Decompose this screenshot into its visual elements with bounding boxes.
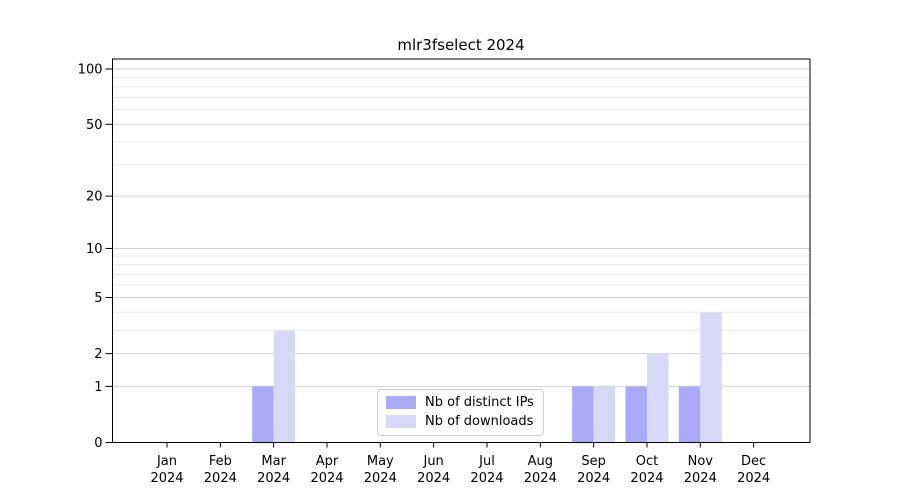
bar-distinct-ips-sep (572, 386, 594, 443)
y-tick-label-5: 5 (94, 291, 102, 306)
chart-title: mlr3fselect 2024 (397, 36, 525, 54)
legend-item-distinct-ips: Nb of distinct IPs (386, 395, 534, 410)
bars (252, 312, 722, 443)
x-tick-label-jul: Jul 2024 (470, 454, 503, 486)
x-tick-label-feb: Feb 2024 (204, 454, 237, 486)
x-tick-label-may: May 2024 (364, 454, 397, 486)
x-tick-label-oct: Oct 2024 (630, 454, 663, 486)
bar-downloads-nov (700, 312, 722, 443)
bar-distinct-ips-mar (252, 386, 274, 443)
axes-frame (112, 58, 811, 443)
y-tick-label-2: 2 (94, 347, 102, 362)
bar-distinct-ips-nov (678, 386, 701, 443)
x-tick-label-dec: Dec 2024 (737, 454, 770, 486)
legend-label-downloads: Nb of downloads (425, 414, 534, 429)
legend-item-downloads: Nb of downloads (386, 414, 534, 429)
legend-label-distinct-ips: Nb of distinct IPs (425, 395, 534, 410)
y-minor-gridlines (112, 76, 810, 331)
legend: Nb of distinct IPs Nb of downloads (377, 389, 544, 436)
y-tick-label-50: 50 (86, 118, 103, 133)
bar-downloads-sep (593, 386, 616, 443)
y-tick-label-0: 0 (94, 436, 102, 451)
x-tick-label-sep: Sep 2024 (577, 454, 610, 486)
y-tick-label-100: 100 (78, 63, 103, 78)
bar-downloads-mar (273, 330, 296, 443)
bar-downloads-oct (646, 353, 669, 443)
x-tick-label-nov: Nov 2024 (684, 454, 717, 486)
x-tick-label-jun: Jun 2024 (417, 454, 450, 486)
x-tick-label-aug: Aug 2024 (524, 454, 557, 486)
x-tick-label-mar: Mar 2024 (257, 454, 290, 486)
y-tick-label-1: 1 (94, 380, 102, 395)
y-tick-label-10: 10 (86, 242, 103, 257)
bar-distinct-ips-oct (625, 386, 647, 443)
y-tick-label-20: 20 (86, 190, 103, 205)
x-tick-label-jan: Jan 2024 (150, 454, 183, 486)
y-major-gridlines (112, 68, 810, 387)
legend-swatch-downloads (386, 415, 416, 428)
axis-tick-labels: 0 1 2 5 10 20 50 100 Jan 2024 Feb 2024 Mar 2024 Apr 202… (78, 63, 771, 487)
x-tick-label-apr: Apr 2024 (310, 454, 343, 486)
axis-ticks (105, 68, 755, 448)
legend-swatch-distinct-ips (386, 396, 416, 409)
